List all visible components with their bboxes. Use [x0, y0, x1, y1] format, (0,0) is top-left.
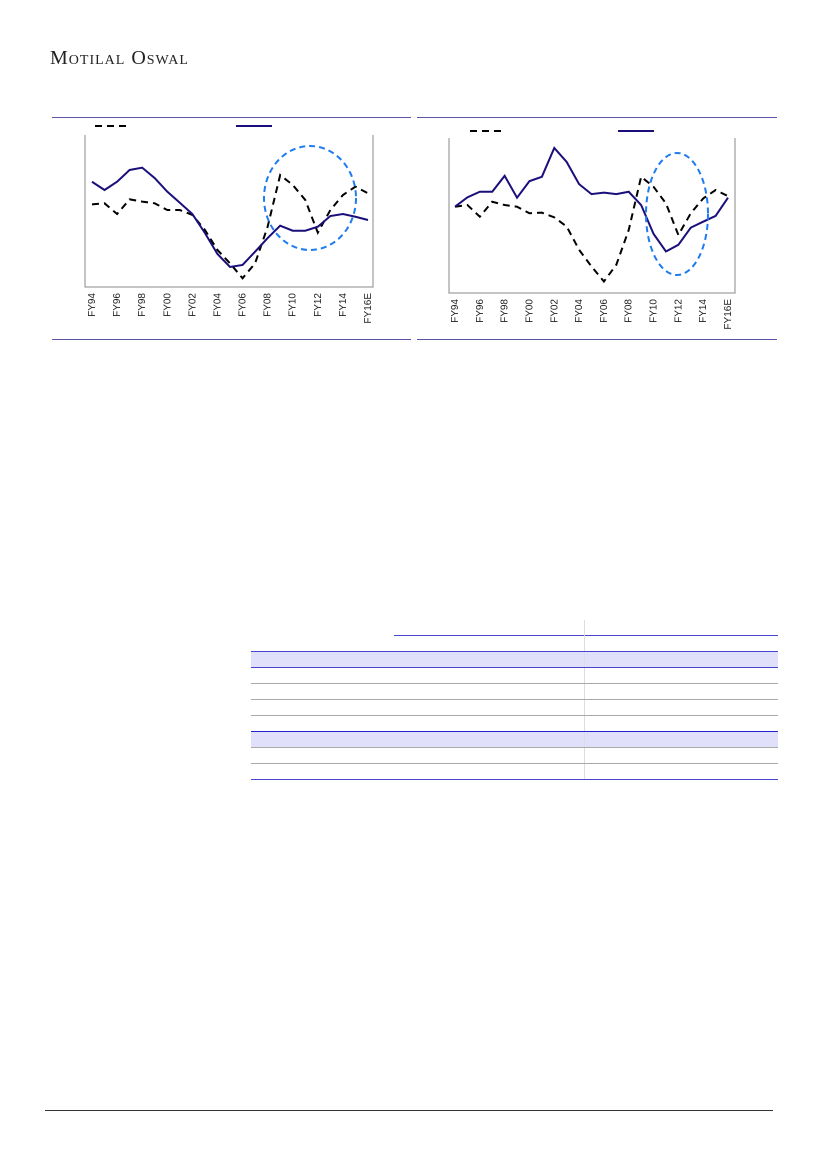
x-tick-label: FY98 — [137, 293, 148, 317]
x-tick-label: FY12 — [313, 293, 324, 317]
x-tick-label: FY00 — [162, 293, 173, 317]
x-tick-label: FY06 — [599, 299, 610, 323]
x-tick-label: FY94 — [450, 299, 461, 323]
footer-rule — [45, 1110, 773, 1111]
x-tick-label: FY08 — [263, 293, 274, 317]
x-tick-label: FY16E — [363, 293, 374, 324]
plot-top-mask — [84, 132, 374, 135]
series-line-dashed — [454, 175, 729, 284]
logo: Motilal Oswal — [50, 47, 189, 69]
highlight-ellipse — [263, 145, 357, 251]
chart-left: FY94 FY96 FY98 FY00 FY02 FY04 FY06 FY08 FY10 FY12… — [84, 125, 374, 324]
x-tick-label: FY96 — [475, 299, 486, 323]
data-table — [251, 620, 778, 780]
chart2-top-rule — [417, 117, 777, 118]
x-tick-label: FY04 — [212, 293, 223, 317]
x-tick-label: FY00 — [524, 299, 535, 323]
x-tick-label: FY10 — [288, 293, 299, 317]
series-line-solid — [454, 146, 729, 253]
x-tick-label: FY98 — [500, 299, 511, 323]
series-line-dashed — [91, 173, 369, 280]
x-tick-label: FY14 — [338, 293, 349, 317]
chart2-bottom-rule — [417, 339, 777, 340]
plot-area — [448, 136, 736, 294]
x-tick-label: FY04 — [574, 299, 585, 323]
plot-top-mask — [448, 135, 736, 138]
x-tick-label: FY96 — [112, 293, 123, 317]
x-tick-label: FY08 — [624, 299, 635, 323]
x-tick-label: FY10 — [649, 299, 660, 323]
highlight-ellipse — [645, 152, 709, 276]
chart-right: FY94 FY96 FY98 FY00 FY02 FY04 FY06 FY08 FY10 FY12… — [448, 130, 736, 330]
x-tick-label: FY02 — [187, 293, 198, 317]
x-tick-label: FY02 — [549, 299, 560, 323]
x-tick-label: FY12 — [673, 299, 684, 323]
x-tick-label: FY14 — [698, 299, 709, 323]
chart1-top-rule — [52, 117, 411, 118]
x-tick-label: FY06 — [238, 293, 249, 317]
chart1-bottom-rule — [52, 339, 411, 340]
x-tick-label: FY16E — [723, 299, 734, 330]
x-tick-label: FY94 — [87, 293, 98, 317]
